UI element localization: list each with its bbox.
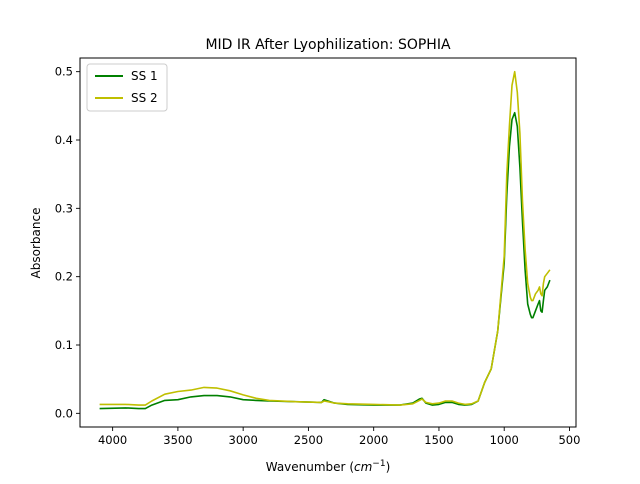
axes: 4000 3500 3000 2500 2000 1500 1000 500 0.0 0.1 0.2…: [55, 65, 581, 447]
legend-label-ss-1: SS 1: [131, 69, 158, 83]
x-tick-label: 1000: [490, 433, 519, 447]
series-line-ss-2: [99, 70, 551, 406]
x-axis-label-exponent: −1: [372, 459, 385, 469]
y-tick-label: 0.3: [55, 201, 73, 215]
plot-area: [99, 70, 551, 410]
y-tick-label: 0.0: [55, 406, 73, 420]
x-tick-label: 2000: [359, 433, 388, 447]
x-axis-label-text: Wavenumber: [266, 460, 346, 474]
x-axis-label: Wavenumber (cm−1): [266, 459, 391, 474]
plot-frame: [79, 57, 577, 428]
x-tick-label: 2500: [294, 433, 323, 447]
chart-title: MID IR After Lyophilization: SOPHIA: [205, 37, 451, 53]
legend: SS 1 SS 2: [86, 63, 168, 112]
series-line-ss-1: [99, 111, 551, 410]
x-tick-label: 1500: [424, 433, 453, 447]
y-tick-label: 0.4: [55, 133, 73, 147]
x-tick-label: 500: [558, 433, 580, 447]
x-axis-label-unit: cm: [354, 460, 372, 474]
x-tick-label: 3000: [229, 433, 258, 447]
y-tick-label: 0.5: [55, 65, 73, 79]
y-tick-label: 0.1: [55, 338, 73, 352]
y-tick-label: 0.2: [55, 270, 73, 284]
y-axis-label: Absorbance: [29, 208, 43, 279]
x-tick-label: 4000: [98, 433, 127, 447]
x-tick-label: 3500: [163, 433, 192, 447]
legend-label-ss-2: SS 2: [131, 91, 158, 105]
